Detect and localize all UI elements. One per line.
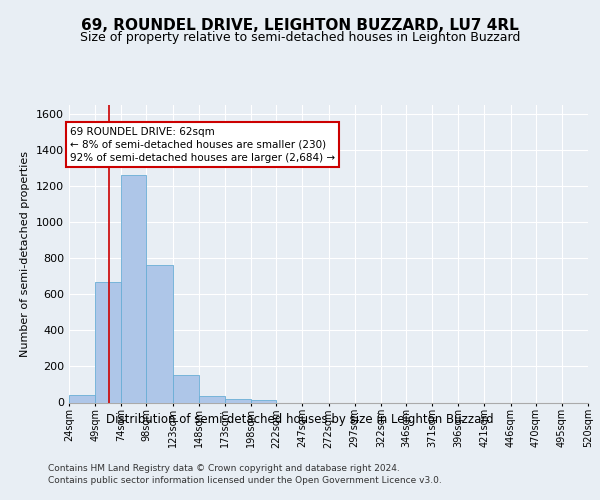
Bar [146, 266, 173, 402]
Bar [199, 396, 225, 402]
Bar [225, 399, 251, 402]
Text: 69 ROUNDEL DRIVE: 62sqm
← 8% of semi-detached houses are smaller (230)
92% of se: 69 ROUNDEL DRIVE: 62sqm ← 8% of semi-det… [70, 126, 335, 163]
Bar [69, 396, 95, 402]
Bar [121, 176, 146, 402]
Bar [95, 282, 121, 403]
Text: Size of property relative to semi-detached houses in Leighton Buzzard: Size of property relative to semi-detach… [80, 31, 520, 44]
Text: 69, ROUNDEL DRIVE, LEIGHTON BUZZARD, LU7 4RL: 69, ROUNDEL DRIVE, LEIGHTON BUZZARD, LU7… [81, 18, 519, 32]
Bar [173, 376, 199, 402]
Text: Contains public sector information licensed under the Open Government Licence v3: Contains public sector information licen… [48, 476, 442, 485]
Text: Contains HM Land Registry data © Crown copyright and database right 2024.: Contains HM Land Registry data © Crown c… [48, 464, 400, 473]
Bar [251, 400, 276, 402]
Y-axis label: Number of semi-detached properties: Number of semi-detached properties [20, 151, 31, 357]
Text: Distribution of semi-detached houses by size in Leighton Buzzard: Distribution of semi-detached houses by … [106, 412, 494, 426]
